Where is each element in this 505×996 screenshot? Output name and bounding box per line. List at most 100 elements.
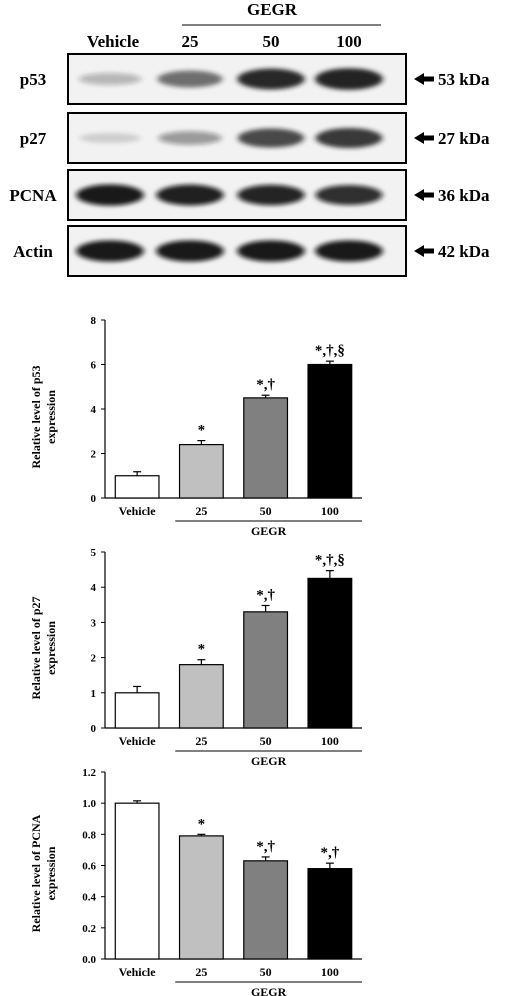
significance-marker: *,† — [256, 377, 275, 393]
blot-band — [237, 184, 305, 206]
y-tick-label: 5 — [91, 547, 97, 559]
y-axis-label-line: Relative level of p27 — [29, 597, 43, 700]
x-tick-label: 50 — [260, 965, 272, 979]
blot-band — [315, 128, 383, 148]
blot-band — [78, 73, 142, 85]
y-tick-label: 1.2 — [82, 767, 96, 779]
y-tick-label: 0.6 — [82, 861, 96, 873]
x-tick-label: 25 — [195, 504, 207, 518]
bar — [178, 664, 224, 729]
significance-marker: * — [198, 816, 206, 832]
y-tick-label: 2 — [91, 653, 97, 665]
significance-marker: *,† — [321, 845, 340, 861]
p27-bar-chart: 0 1 2 3 4 5 Relative level of p27 expression Veh… — [29, 547, 362, 768]
group-label: GEGR — [251, 754, 287, 768]
blot-band — [237, 68, 305, 90]
bar — [307, 363, 353, 499]
bar — [307, 868, 353, 960]
x-tick-label: 50 — [260, 734, 272, 748]
bar — [114, 692, 160, 729]
blot-band — [156, 240, 224, 262]
blot-band — [315, 68, 383, 90]
y-tick-label: 8 — [91, 315, 97, 327]
y-tick-label: 1.0 — [82, 798, 96, 810]
x-tick-label: 100 — [321, 734, 339, 748]
x-tick-label: 50 — [260, 504, 272, 518]
bar — [243, 397, 289, 499]
blot-band — [158, 131, 222, 145]
y-tick-label: 0.2 — [82, 923, 96, 935]
blot-mw-label: 36 kDa — [438, 186, 490, 205]
blot-protein-label: p53 — [20, 70, 46, 89]
blot-band — [315, 184, 383, 206]
blot-lane-label: 100 — [336, 32, 362, 51]
bar — [178, 835, 224, 960]
significance-marker: *,† — [256, 839, 275, 855]
y-axis-label: Relative level of p53 expression — [29, 366, 58, 469]
significance-marker: *,†,§ — [315, 343, 345, 359]
x-tick-label: Vehicle — [119, 734, 157, 748]
y-tick-label: 0.8 — [82, 829, 96, 841]
group-label: GEGR — [251, 985, 287, 996]
bar — [243, 860, 289, 960]
blot-mw-label: 27 kDa — [438, 129, 490, 148]
blot-band — [237, 240, 305, 262]
blot-protein-label: Actin — [13, 242, 53, 261]
bar — [307, 577, 353, 729]
blot-mw-label: 53 kDa — [438, 70, 490, 89]
p53-bar-chart: 0 2 4 6 8 Relative level of p53 expression Vehi… — [29, 315, 362, 538]
blot-group-label: GEGR — [247, 0, 298, 19]
bar — [114, 802, 160, 960]
x-tick-label: Vehicle — [119, 965, 157, 979]
y-tick-label: 2 — [91, 449, 97, 461]
y-tick-label: 1 — [91, 688, 97, 700]
blot-protein-label: PCNA — [9, 186, 57, 205]
y-tick-label: 0 — [91, 493, 97, 505]
significance-marker: *,†,§ — [315, 553, 345, 569]
y-tick-label: 3 — [91, 617, 97, 629]
blot-band — [237, 128, 305, 148]
y-tick-label: 0 — [91, 723, 97, 735]
pcna-bar-chart: 0.0 0.2 0.4 0.6 0.8 1.0 1.2 Relative level of P… — [29, 767, 362, 996]
blot-band — [156, 184, 224, 206]
left-arrow-icon — [414, 73, 434, 85]
blot-protein-label: p27 — [20, 129, 47, 148]
left-arrow-icon — [414, 132, 434, 144]
blot-lane-label: 50 — [263, 32, 280, 51]
blot-band — [79, 132, 141, 144]
y-tick-label: 6 — [91, 360, 97, 372]
y-axis-label-line: expression — [44, 390, 58, 444]
significance-marker: * — [198, 423, 206, 439]
significance-marker: *,† — [256, 588, 275, 604]
left-arrow-icon — [414, 189, 434, 201]
x-tick-label: 100 — [321, 965, 339, 979]
blot-band — [76, 240, 144, 262]
y-axis-label-line: expression — [44, 621, 58, 675]
x-tick-label: 100 — [321, 504, 339, 518]
blot-band — [315, 240, 383, 262]
western-blot-panel: GEGR Vehicle 25 50 100 p53 53 kDa p27 27 kDa PCNA… — [9, 0, 490, 277]
bar — [243, 611, 289, 729]
y-axis-label-line: Relative level of p53 — [29, 366, 43, 469]
bar — [114, 475, 160, 499]
y-axis-label: Relative level of p27 expression — [29, 597, 58, 700]
blot-lane-label: 25 — [182, 32, 199, 51]
y-axis-label-line: Relative level of PCNA — [29, 814, 43, 932]
bar — [178, 444, 224, 499]
x-tick-label: Vehicle — [119, 504, 157, 518]
y-tick-label: 0.0 — [82, 954, 96, 966]
y-axis-label: Relative level of PCNA expression — [29, 814, 58, 932]
x-tick-label: 25 — [195, 734, 207, 748]
x-tick-label: 25 — [195, 965, 207, 979]
group-label: GEGR — [251, 524, 287, 538]
y-axis-label-line: expression — [44, 846, 58, 900]
blot-band — [157, 70, 223, 88]
significance-marker: * — [198, 642, 206, 658]
blot-mw-label: 42 kDa — [438, 242, 490, 261]
blot-band — [76, 184, 144, 206]
blot-lane-label: Vehicle — [87, 32, 140, 51]
y-tick-label: 4 — [91, 404, 97, 416]
y-tick-label: 4 — [91, 582, 97, 594]
left-arrow-icon — [414, 245, 434, 257]
y-tick-label: 0.4 — [82, 892, 96, 904]
